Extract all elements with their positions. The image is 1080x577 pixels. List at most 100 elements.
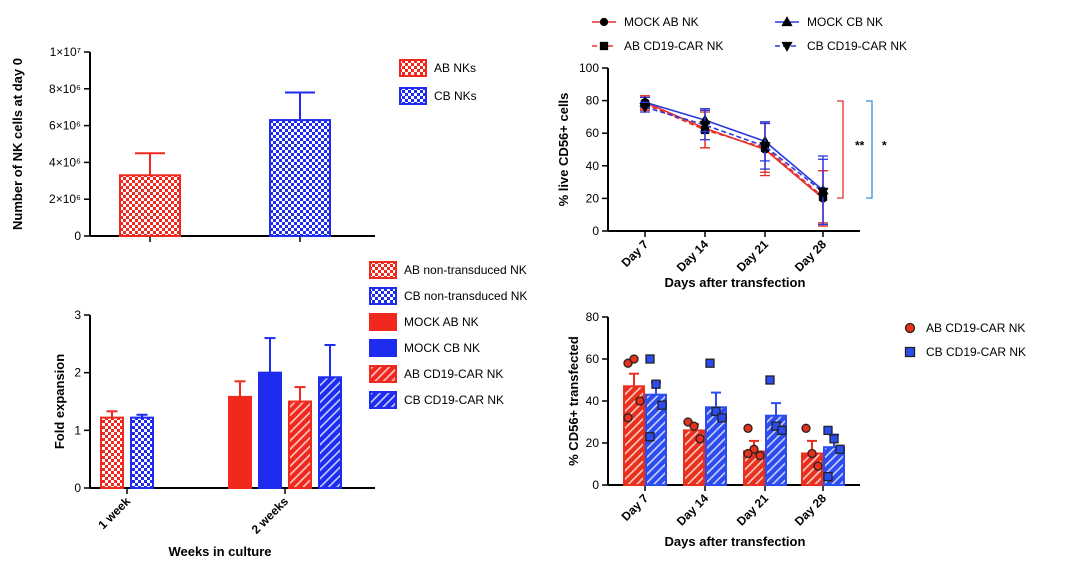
legend-marker (599, 41, 609, 51)
y-tick-label: 0 (74, 229, 81, 243)
legend-label: MOCK CB NK (404, 341, 480, 355)
x-tick-label: Day 14 (674, 237, 711, 274)
y-tick-label: 20 (586, 436, 600, 450)
legend-swatch (369, 339, 397, 357)
x-tick-label: Day 28 (792, 491, 829, 528)
y-axis-label: Fold expansion (52, 354, 67, 449)
data-point (823, 425, 833, 436)
y-tick-label: 40 (586, 159, 600, 173)
bar (288, 400, 312, 489)
y-axis-label: % CD56+ transfected (566, 336, 581, 466)
y-tick-label: 2×10⁶ (49, 192, 81, 206)
x-axis-label: Days after transfection (665, 534, 806, 549)
legend-swatch (399, 59, 427, 77)
legend-marker (781, 16, 793, 27)
bar (100, 416, 124, 489)
legend-label: AB CD19-CAR NK (926, 321, 1025, 335)
y-tick-label: 60 (586, 126, 600, 140)
legend-label: CB CD19-CAR NK (404, 393, 504, 407)
significance-label: * (882, 139, 887, 153)
legend-label: CB CD19-CAR NK (807, 39, 907, 53)
y-tick-label: 40 (586, 394, 600, 408)
y-tick-label: 2 (74, 366, 81, 380)
y-tick-label: 1 (74, 423, 81, 437)
data-point (657, 400, 667, 410)
marker (759, 142, 771, 153)
significance-bracket (837, 100, 844, 199)
marker (639, 102, 651, 113)
data-point (645, 432, 655, 442)
data-point (801, 423, 811, 433)
data-point (743, 448, 753, 459)
x-tick-label: Day 28 (792, 237, 829, 274)
data-point (645, 354, 655, 364)
marker (817, 187, 829, 198)
y-axis-label: Number of NK cells at day 0 (10, 58, 25, 230)
bar (318, 376, 342, 489)
data-point (629, 354, 639, 364)
bar (258, 371, 282, 489)
significance-label: ** (855, 139, 865, 153)
data-point (651, 379, 661, 389)
y-tick-label: 20 (586, 191, 600, 205)
data-point (689, 421, 699, 431)
legend-label: MOCK CB NK (807, 15, 883, 29)
line (644, 101, 824, 200)
bar (623, 385, 645, 486)
y-tick-label: 3 (74, 308, 81, 322)
data-point (813, 461, 823, 471)
data-point (755, 450, 765, 461)
legend-marker (904, 346, 916, 358)
legend-label: MOCK AB NK (624, 15, 699, 29)
legend-swatch (369, 261, 397, 279)
data-point (635, 396, 645, 406)
legend-label: CB CD19-CAR NK (926, 345, 1026, 359)
legend-label: CB NKs (434, 89, 477, 103)
legend-label: MOCK AB NK (404, 315, 479, 329)
bar (130, 416, 154, 489)
legend-marker (904, 322, 916, 334)
y-axis-label: % live CD56+ cells (556, 93, 571, 207)
bar (228, 395, 252, 489)
data-point (705, 358, 715, 368)
significance-bracket (866, 100, 873, 199)
legend-swatch (399, 87, 427, 105)
y-tick-label: 100 (579, 61, 599, 75)
bar (269, 119, 331, 237)
x-axis-label: Weeks in culture (168, 544, 271, 559)
data-point (823, 471, 833, 482)
legend-marker (599, 17, 609, 27)
y-tick-label: 0 (592, 224, 599, 238)
y-tick-label: 4×10⁶ (49, 155, 81, 169)
y-tick-label: 0 (74, 481, 81, 495)
x-tick-label: 1 week (95, 494, 133, 532)
data-point (711, 406, 721, 417)
x-tick-label: Day 7 (619, 237, 652, 270)
x-axis-label: Days after transfection (665, 275, 806, 290)
data-point (777, 425, 787, 436)
x-tick-label: 2 weeks (249, 494, 292, 537)
data-point (695, 434, 705, 444)
legend-swatch (369, 391, 397, 409)
bar (119, 174, 181, 237)
data-point (835, 444, 845, 454)
line (644, 106, 824, 193)
y-tick-label: 60 (586, 352, 600, 366)
legend-label: AB CD19-CAR NK (624, 39, 723, 53)
legend-swatch (369, 287, 397, 305)
legend-label: CB non-transduced NK (404, 289, 527, 303)
legend-marker (781, 41, 793, 52)
x-tick-label: Day 14 (674, 491, 711, 528)
y-tick-label: 0 (592, 478, 599, 492)
x-tick-label: Day 7 (619, 491, 652, 524)
data-point (807, 448, 817, 459)
x-tick-label: Day 21 (734, 491, 771, 528)
data-point (743, 423, 753, 433)
y-tick-label: 80 (586, 94, 600, 108)
data-point (765, 375, 775, 385)
data-point (717, 413, 727, 423)
y-tick-label: 6×10⁶ (49, 119, 81, 133)
line (644, 101, 824, 191)
y-tick-label: 80 (586, 310, 600, 324)
